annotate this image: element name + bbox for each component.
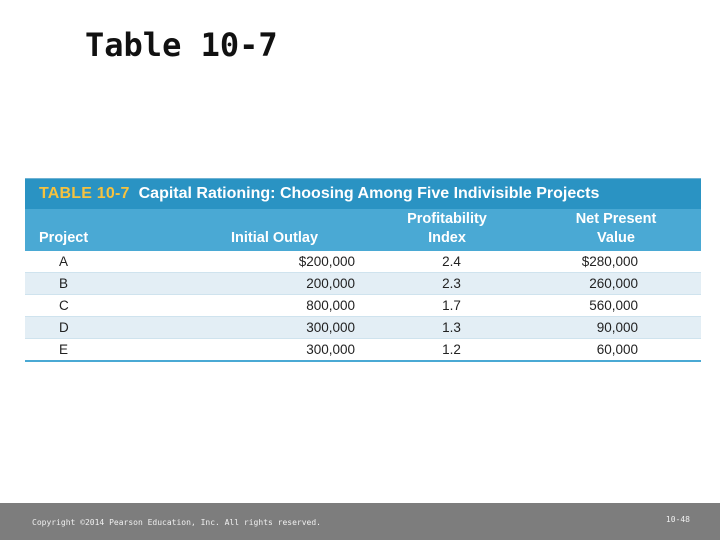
table-body: A $200,000 2.4 $280,000 B 200,000 2.3 26… <box>25 251 701 362</box>
cell-profitability-index: 1.7 <box>355 294 548 317</box>
table-row: A $200,000 2.4 $280,000 <box>25 251 701 273</box>
cell-net-present-value: 260,000 <box>548 272 701 295</box>
table-row: D 300,000 1.3 90,000 <box>25 316 701 339</box>
cell-project: D <box>25 316 259 339</box>
header-npv-line2: Value <box>597 230 635 246</box>
cell-initial-outlay: 800,000 <box>259 294 355 317</box>
cell-net-present-value: 560,000 <box>548 294 701 317</box>
cell-initial-outlay: $200,000 <box>259 251 355 273</box>
header-initial-outlay: Initial Outlay <box>231 230 319 246</box>
cell-project: E <box>25 338 259 362</box>
cell-profitability-index: 2.3 <box>355 272 548 295</box>
table-row: B 200,000 2.3 260,000 <box>25 272 701 295</box>
slide-title: Table 10-7 <box>85 26 278 64</box>
header-net-present-value: Net Present Value <box>563 210 669 248</box>
cell-profitability-index: 1.2 <box>355 338 548 362</box>
copyright-notice: Copyright ©2014 Pearson Education, Inc. … <box>32 518 321 527</box>
table-caption: Capital Rationing: Choosing Among Five I… <box>138 185 600 202</box>
header-pi-line2: Index <box>428 230 466 246</box>
table-number: TABLE 10-7 <box>39 185 130 202</box>
footer-bar: Copyright ©2014 Pearson Education, Inc. … <box>0 503 720 540</box>
table-title-bar: TABLE 10-7 Capital Rationing: Choosing A… <box>25 179 701 209</box>
page-number: 10-48 <box>665 515 690 524</box>
cell-initial-outlay: 300,000 <box>259 338 355 362</box>
table-row: C 800,000 1.7 560,000 <box>25 294 701 317</box>
header-project: Project <box>39 230 89 246</box>
header-profitability-index: Profitability Index <box>397 210 497 248</box>
cell-profitability-index: 2.4 <box>355 251 548 273</box>
cell-project: B <box>25 272 259 295</box>
cell-net-present-value: 90,000 <box>548 316 701 339</box>
data-table: TABLE 10-7 Capital Rationing: Choosing A… <box>25 178 701 362</box>
cell-initial-outlay: 200,000 <box>259 272 355 295</box>
cell-project: C <box>25 294 259 317</box>
header-npv-line1: Net Present <box>575 211 657 227</box>
cell-net-present-value: 60,000 <box>548 338 701 362</box>
cell-net-present-value: $280,000 <box>548 251 701 273</box>
column-headers: Project Initial Outlay Profitability Ind… <box>25 209 701 251</box>
table-row: E 300,000 1.2 60,000 <box>25 338 701 362</box>
header-pi-line1: Profitability <box>407 211 487 227</box>
cell-initial-outlay: 300,000 <box>259 316 355 339</box>
cell-profitability-index: 1.3 <box>355 316 548 339</box>
cell-project: A <box>25 251 259 273</box>
